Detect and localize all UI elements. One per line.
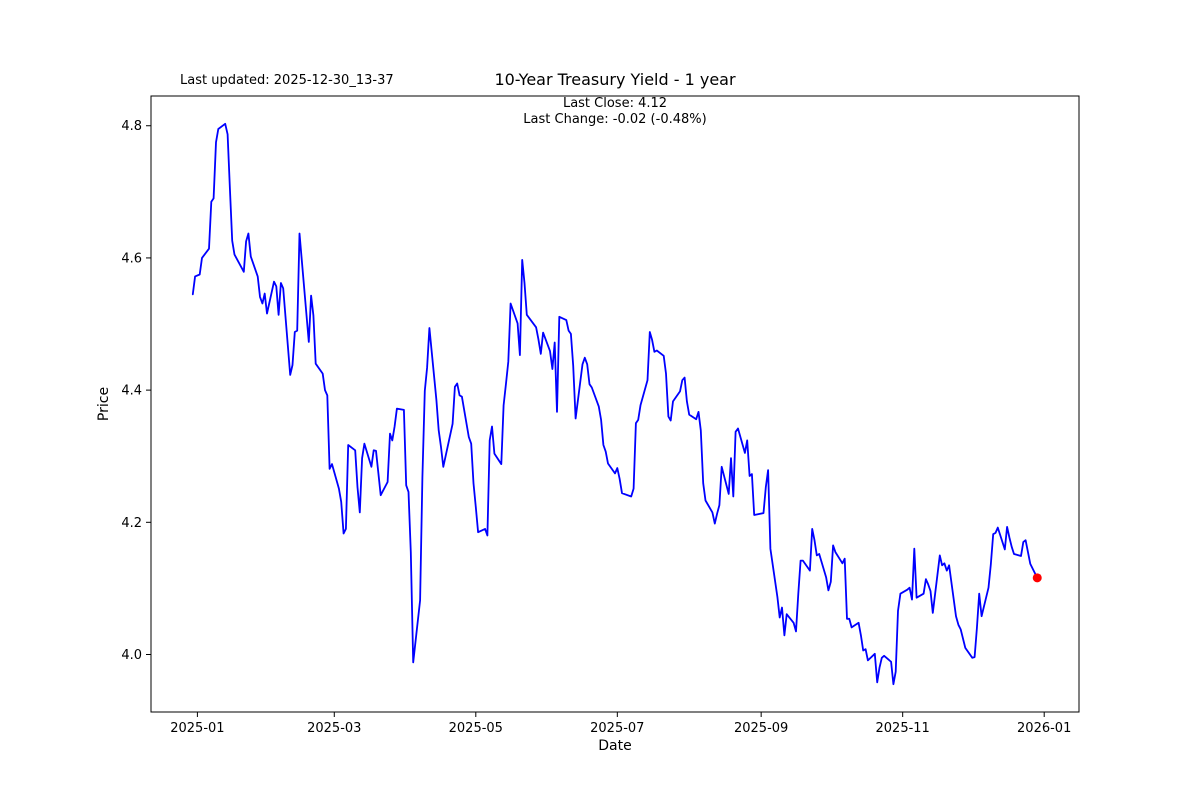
x-tick-label: 2025-07 bbox=[590, 721, 644, 736]
x-tick-label: 2025-09 bbox=[734, 721, 788, 736]
x-tick-label: 2025-03 bbox=[307, 721, 361, 736]
x-axis-title: Date bbox=[598, 738, 632, 754]
x-tick-label: 2026-01 bbox=[1017, 721, 1071, 736]
y-tick-label: 4.6 bbox=[121, 251, 142, 266]
y-tick-label: 4.8 bbox=[121, 119, 142, 134]
x-tick-label: 2025-05 bbox=[449, 721, 503, 736]
y-tick-label: 4.4 bbox=[121, 384, 142, 399]
subtitle-last-close: Last Close: 4.12 bbox=[562, 96, 668, 111]
price-line bbox=[191, 122, 1039, 686]
last-price-marker bbox=[1032, 573, 1042, 583]
x-tick-label: 2025-11 bbox=[876, 721, 930, 736]
axes-border bbox=[150, 95, 1080, 713]
x-tick-label: 2025-01 bbox=[170, 721, 224, 736]
y-tick-label: 4.2 bbox=[121, 516, 142, 531]
y-tick-label: 4.0 bbox=[121, 648, 142, 663]
y-axis-title: Price bbox=[96, 386, 112, 422]
subtitle-last-change: Last Change: -0.02 (-0.48%) bbox=[523, 112, 707, 127]
last-updated-text: Last updated: 2025-12-30_13-37 bbox=[180, 73, 394, 88]
chart-title: 10-Year Treasury Yield - 1 year bbox=[494, 70, 736, 89]
